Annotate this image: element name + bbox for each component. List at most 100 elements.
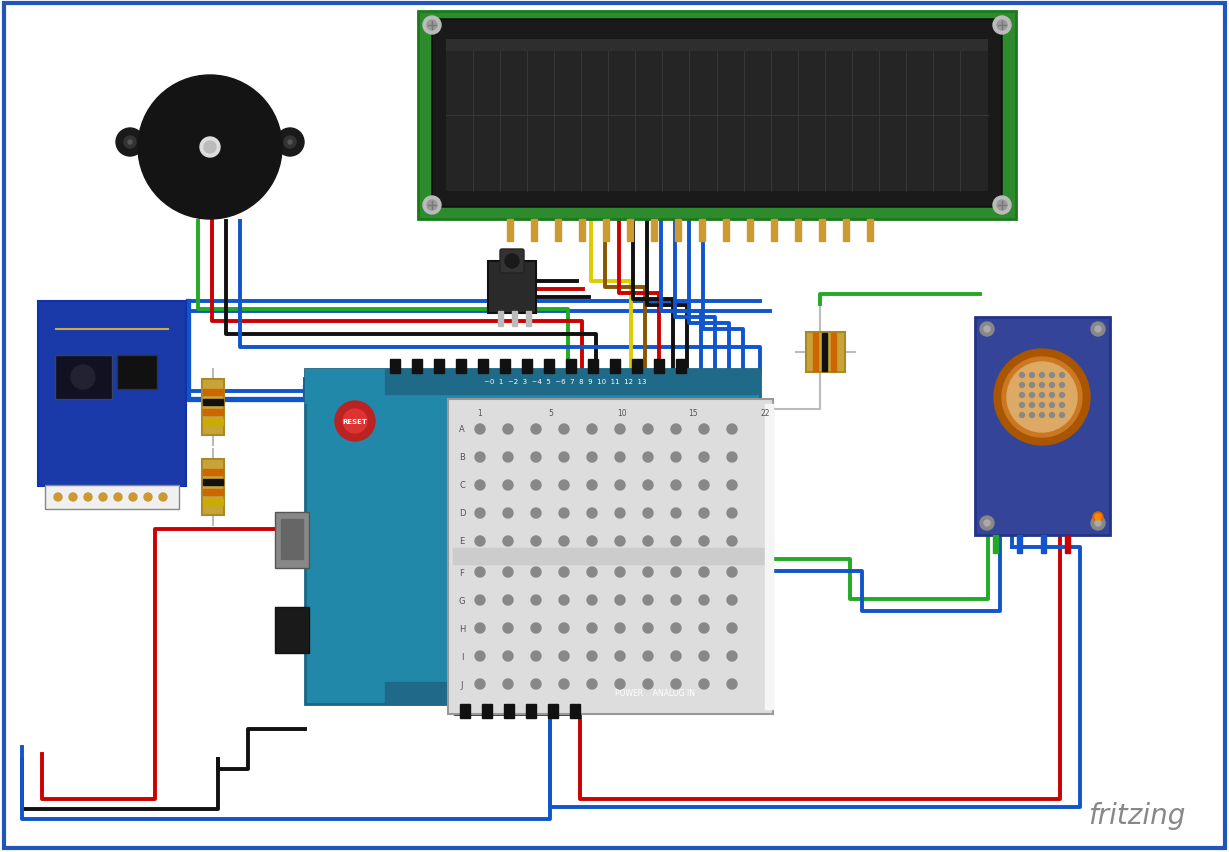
Circle shape: [1020, 393, 1025, 398]
Circle shape: [728, 679, 737, 689]
Circle shape: [614, 624, 626, 633]
Circle shape: [474, 424, 485, 435]
Circle shape: [1095, 515, 1101, 521]
Circle shape: [474, 537, 485, 546]
Text: A: A: [460, 425, 465, 434]
Bar: [1066, 535, 1070, 553]
Circle shape: [1059, 403, 1064, 408]
Circle shape: [531, 679, 541, 689]
Circle shape: [643, 509, 653, 518]
Circle shape: [728, 509, 737, 518]
FancyBboxPatch shape: [275, 512, 308, 568]
Circle shape: [474, 679, 485, 689]
Circle shape: [474, 651, 485, 661]
Circle shape: [699, 567, 709, 578]
Circle shape: [994, 349, 1090, 446]
Bar: [390, 360, 399, 373]
Bar: [548, 704, 558, 718]
Circle shape: [699, 651, 709, 661]
Bar: [512, 312, 517, 326]
Bar: [482, 704, 492, 718]
Circle shape: [1095, 521, 1101, 527]
Circle shape: [284, 137, 296, 149]
Circle shape: [643, 651, 653, 661]
Circle shape: [1050, 373, 1054, 378]
Circle shape: [587, 596, 597, 605]
Circle shape: [671, 624, 681, 633]
Circle shape: [559, 679, 569, 689]
Bar: [831, 334, 836, 371]
Circle shape: [474, 452, 485, 463]
Circle shape: [1030, 373, 1035, 378]
Circle shape: [503, 679, 512, 689]
Circle shape: [643, 596, 653, 605]
Circle shape: [559, 567, 569, 578]
Circle shape: [54, 493, 61, 502]
Circle shape: [587, 679, 597, 689]
Bar: [64, 309, 70, 331]
Text: 15: 15: [688, 409, 698, 418]
Circle shape: [587, 651, 597, 661]
Bar: [526, 704, 536, 718]
Bar: [456, 360, 466, 373]
Circle shape: [474, 481, 485, 491]
Circle shape: [1007, 363, 1077, 433]
Circle shape: [503, 624, 512, 633]
Bar: [203, 410, 222, 416]
Bar: [632, 360, 642, 373]
FancyBboxPatch shape: [975, 318, 1110, 535]
Circle shape: [531, 481, 541, 491]
Circle shape: [1040, 413, 1045, 418]
Circle shape: [128, 141, 132, 145]
Circle shape: [643, 424, 653, 435]
Circle shape: [699, 509, 709, 518]
Circle shape: [728, 567, 737, 578]
Circle shape: [671, 481, 681, 491]
Circle shape: [1020, 383, 1025, 388]
Circle shape: [699, 481, 709, 491]
FancyBboxPatch shape: [202, 459, 224, 515]
Bar: [676, 360, 686, 373]
Bar: [587, 360, 599, 373]
FancyBboxPatch shape: [433, 20, 1002, 208]
Text: B: B: [460, 453, 465, 462]
Bar: [570, 704, 580, 718]
Circle shape: [1020, 373, 1025, 378]
Circle shape: [980, 323, 994, 337]
FancyBboxPatch shape: [275, 607, 308, 653]
FancyBboxPatch shape: [449, 400, 773, 714]
Bar: [500, 360, 510, 373]
Circle shape: [1002, 358, 1082, 437]
Circle shape: [116, 129, 144, 157]
Circle shape: [1059, 373, 1064, 378]
Circle shape: [531, 452, 541, 463]
Bar: [412, 360, 422, 373]
Circle shape: [1030, 413, 1035, 418]
Bar: [508, 220, 512, 242]
Circle shape: [984, 326, 991, 332]
Circle shape: [614, 679, 626, 689]
Circle shape: [671, 567, 681, 578]
FancyBboxPatch shape: [117, 355, 157, 389]
Circle shape: [343, 410, 367, 434]
Circle shape: [614, 424, 626, 435]
Circle shape: [587, 567, 597, 578]
Circle shape: [614, 567, 626, 578]
Circle shape: [728, 651, 737, 661]
Circle shape: [587, 537, 597, 546]
Circle shape: [531, 624, 541, 633]
Circle shape: [114, 493, 122, 502]
Circle shape: [531, 537, 541, 546]
Bar: [522, 360, 532, 373]
Circle shape: [614, 596, 626, 605]
FancyBboxPatch shape: [488, 262, 536, 314]
Bar: [567, 360, 576, 373]
Bar: [454, 549, 768, 564]
Text: 1: 1: [478, 409, 482, 418]
Bar: [771, 220, 777, 242]
Bar: [203, 389, 222, 395]
Bar: [531, 220, 537, 242]
FancyBboxPatch shape: [418, 12, 1016, 220]
Circle shape: [671, 424, 681, 435]
Circle shape: [671, 651, 681, 661]
